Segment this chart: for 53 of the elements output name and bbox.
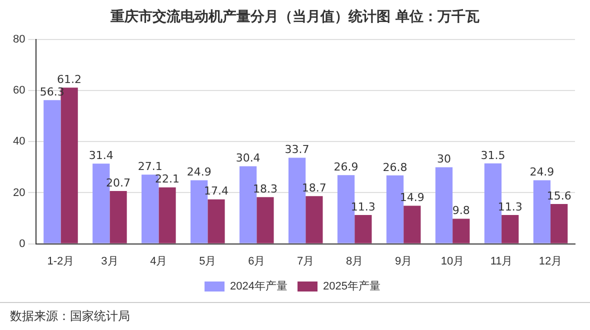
bar xyxy=(435,167,453,244)
x-tick-label: 11月 xyxy=(490,255,513,268)
bar xyxy=(208,199,225,244)
data-label: 14.9 xyxy=(400,191,424,204)
data-label: 31.5 xyxy=(480,148,506,162)
data-label: 24.9 xyxy=(530,166,554,179)
bar xyxy=(44,100,61,244)
x-tick-label: 5月 xyxy=(199,255,216,268)
data-label: 17.4 xyxy=(204,184,228,198)
data-label: 27.1 xyxy=(138,160,162,173)
legend-label: 2024年产量 xyxy=(230,280,288,293)
data-label: 20.7 xyxy=(106,176,131,190)
x-tick-label: 4月 xyxy=(150,255,168,268)
x-tick-label: 3月 xyxy=(101,255,118,268)
data-label: 9.8 xyxy=(452,204,470,218)
data-label: 18.3 xyxy=(252,182,278,196)
data-label: 24.9 xyxy=(186,166,212,179)
y-tick-label: 20 xyxy=(12,186,26,199)
data-label: 11.3 xyxy=(350,200,376,214)
bar xyxy=(404,206,421,244)
legend-label: 2025年产量 xyxy=(323,280,380,293)
data-label: 26.9 xyxy=(334,160,358,174)
bar xyxy=(452,218,470,244)
data-label: 22.1 xyxy=(155,172,180,186)
data-label: 11.3 xyxy=(498,200,522,214)
x-tick-label: 9月 xyxy=(395,255,412,268)
bar xyxy=(158,187,176,244)
bar xyxy=(256,197,274,244)
y-tick-label: 0 xyxy=(19,238,26,250)
data-label: 30.4 xyxy=(236,152,260,165)
bar xyxy=(306,196,323,244)
x-tick-label: 1-2月 xyxy=(47,255,74,268)
x-tick-label: 10月 xyxy=(440,255,464,268)
bar xyxy=(502,214,519,244)
x-tick-label: 8月 xyxy=(346,255,364,268)
data-label: 18.7 xyxy=(302,181,326,194)
data-label: 30 xyxy=(436,152,451,166)
data-label: 31.4 xyxy=(88,149,114,162)
bar xyxy=(354,214,372,244)
x-tick-label: 12月 xyxy=(538,255,562,268)
x-tick-label: 7月 xyxy=(297,255,314,268)
bar xyxy=(550,204,568,244)
y-tick-label: 60 xyxy=(12,84,26,97)
y-tick-label: 80 xyxy=(12,34,26,46)
data-label: 61.2 xyxy=(57,72,82,86)
chart-title: 重庆市交流电动机产量分月（当月值）统计图 单位：万千瓦 xyxy=(110,8,480,26)
data-label: 15.6 xyxy=(546,189,572,202)
source-note: 数据来源：国家统计局 xyxy=(10,308,130,325)
data-label: 26.8 xyxy=(382,160,408,174)
x-tick-label: 6月 xyxy=(248,255,266,268)
bar xyxy=(110,190,127,244)
data-label: 33.7 xyxy=(284,143,310,156)
y-tick-label: 40 xyxy=(12,136,26,148)
